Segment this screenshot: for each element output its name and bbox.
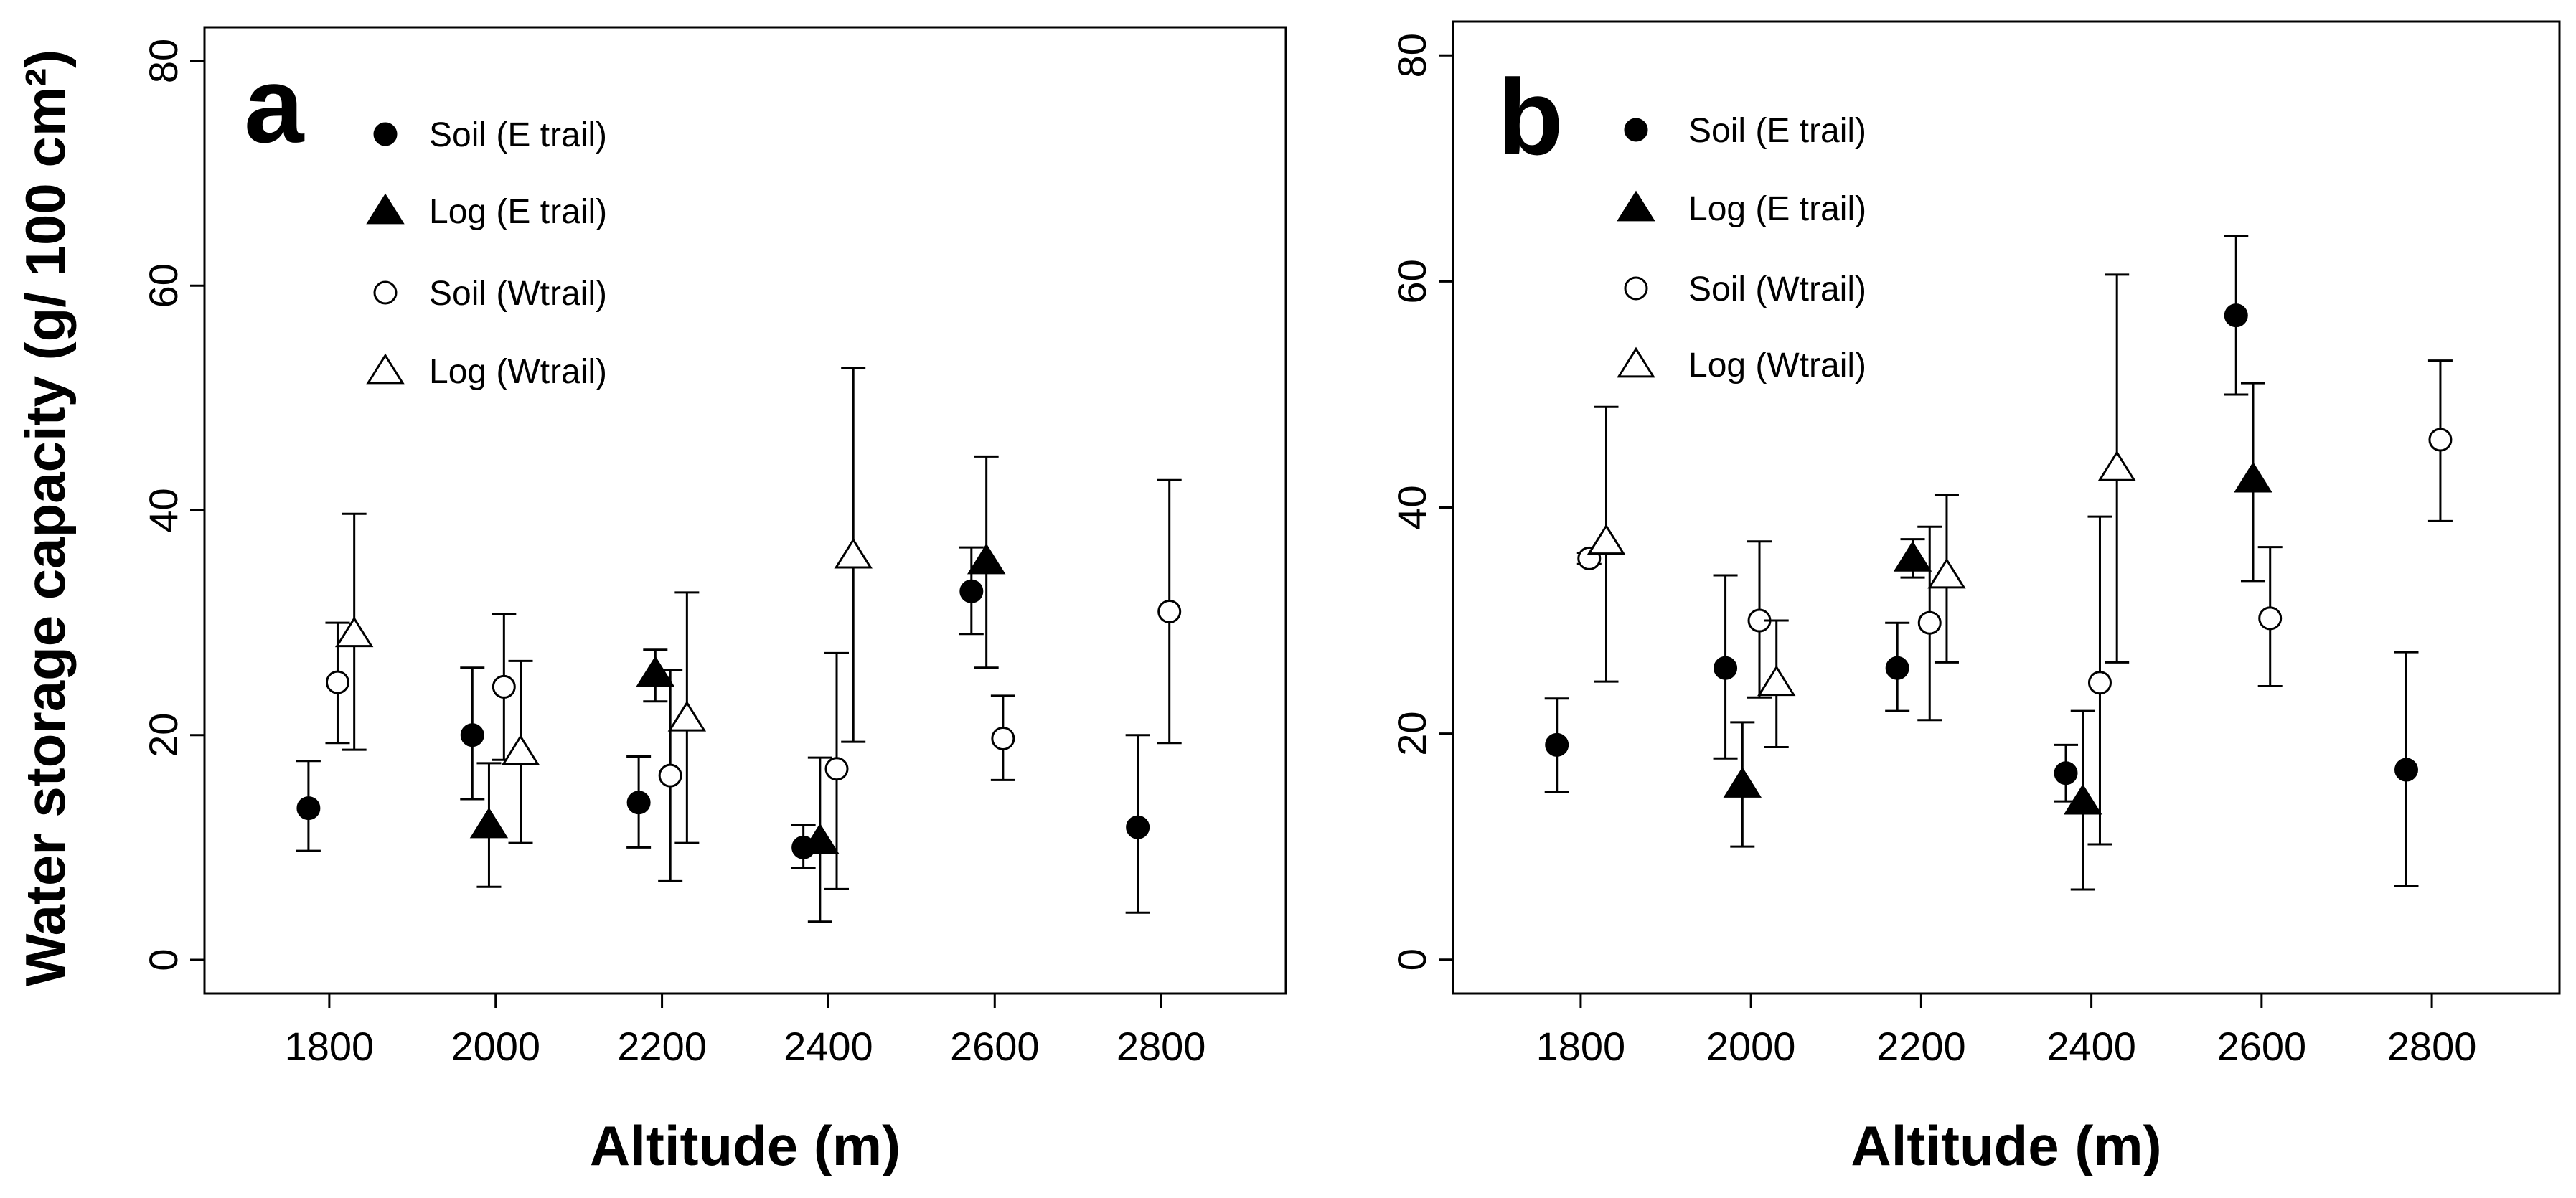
x-tick-label: 2000 (1706, 1024, 1796, 1069)
y-axis-title: Water storage capacity (g/ 100 cm²) (14, 49, 77, 986)
y-tick-label: 40 (1389, 485, 1434, 529)
legend-label: Soil (Wtrail) (1688, 270, 1866, 308)
legend-marker (373, 122, 398, 146)
legend-label: Soil (E trail) (429, 116, 607, 154)
data-point (801, 823, 840, 854)
data-point (1893, 540, 1932, 572)
y-tick-label: 60 (141, 263, 186, 308)
x-tick-label: 2400 (2046, 1024, 2136, 1069)
panel-letter: a (244, 44, 305, 165)
data-point (1885, 656, 1909, 680)
data-point (2234, 461, 2272, 493)
data-point (2428, 428, 2453, 452)
legend-marker (373, 280, 398, 305)
data-point (1757, 665, 1796, 697)
y-tick-label: 0 (141, 948, 186, 971)
data-point (1545, 732, 1569, 757)
y-tick-label: 20 (1389, 711, 1434, 755)
x-tick-label: 2600 (950, 1024, 1040, 1069)
legend-marker (366, 193, 405, 225)
x-tick-label: 2800 (2387, 1024, 2477, 1069)
legend-label: Log (Wtrail) (1688, 346, 1866, 385)
data-point (2097, 450, 2136, 481)
y-tick-label: 20 (141, 713, 186, 758)
plot-frame (203, 26, 1287, 995)
data-point (1723, 767, 1762, 798)
data-point (2054, 761, 2078, 786)
data-point (967, 543, 1006, 575)
data-point (626, 791, 651, 815)
data-point (1587, 524, 1626, 555)
x-tick-label: 2000 (451, 1024, 540, 1069)
y-tick-label: 0 (1389, 948, 1434, 971)
data-point (658, 763, 682, 788)
panel-letter: b (1498, 57, 1564, 177)
x-tick-label: 2600 (2217, 1024, 2307, 1069)
data-point (1917, 610, 1942, 635)
x-tick-label: 1800 (285, 1024, 375, 1069)
data-point (667, 700, 707, 732)
x-tick-label: 2200 (1876, 1024, 1966, 1069)
y-tick-label: 80 (141, 39, 186, 83)
data-point (296, 796, 321, 821)
plot-frame (1452, 20, 2561, 995)
x-axis-title: Altitude (m) (1851, 1114, 2161, 1177)
data-point (2064, 783, 2102, 815)
legend-marker (1624, 276, 1648, 301)
legend-marker (1624, 118, 1648, 142)
data-point (334, 616, 374, 648)
data-point (2394, 758, 2418, 782)
data-point (834, 537, 873, 569)
x-axis-title: Altitude (m) (590, 1114, 901, 1177)
data-point (2087, 671, 2112, 695)
data-point (1126, 815, 1150, 839)
x-tick-label: 1800 (1536, 1024, 1626, 1069)
panel-b: 0 20 40 60 80 1800 2000 2200 2400 2600 2800 Altitud… (1389, 20, 2561, 1177)
data-point (1714, 656, 1738, 680)
x-tick-label: 2800 (1117, 1024, 1206, 1069)
data-point (492, 674, 516, 699)
data-point (2258, 606, 2283, 631)
legend-label: Log (Wtrail) (429, 353, 607, 391)
data-point (959, 579, 984, 603)
data-point (824, 757, 849, 781)
shared-y-axis-title: Water storage capacity (g/ 100 cm²) (14, 49, 77, 986)
data-point (991, 726, 1015, 750)
data-point (325, 670, 349, 694)
y-tick-label: 40 (141, 488, 186, 532)
legend-marker (1617, 346, 1655, 378)
legend-marker (1617, 190, 1655, 222)
x-tick-label: 2400 (784, 1024, 873, 1069)
data-point (1157, 599, 1182, 623)
legend-label: Soil (E trail) (1688, 112, 1866, 150)
panel-a: 0 20 40 60 80 1800 2000 2200 2400 2600 2800 Altitud… (141, 26, 1287, 1177)
data-point (469, 807, 509, 839)
legend-marker (366, 353, 405, 385)
data-point (1927, 557, 1966, 589)
legend-label: Log (E trail) (1688, 190, 1866, 228)
legend-label: Soil (Wtrail) (429, 275, 607, 313)
data-point (2224, 303, 2248, 328)
y-tick-label: 60 (1389, 259, 1434, 303)
data-point (460, 723, 484, 747)
y-tick-label: 80 (1389, 33, 1434, 77)
data-point (501, 734, 540, 765)
data-point (636, 656, 675, 687)
x-tick-label: 2200 (617, 1024, 707, 1069)
legend-label: Log (E trail) (429, 193, 607, 231)
